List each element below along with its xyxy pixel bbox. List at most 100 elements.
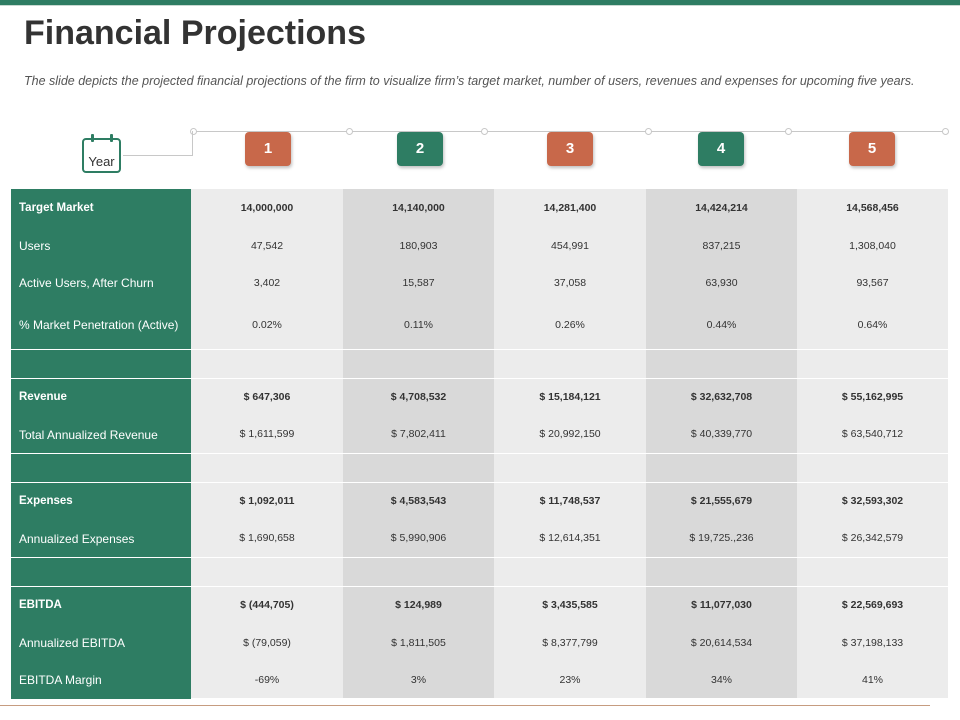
table-cell: $ 11,748,537: [494, 482, 646, 520]
table-cell: 0.44%: [646, 301, 797, 350]
row-label: Users: [11, 227, 191, 265]
page-subtitle: The slide depicts the projected financia…: [24, 74, 915, 88]
table-cell: $ 15,184,121: [494, 378, 646, 416]
table-row: % Market Penetration (Active) 0.02% 0.11% 0…: [11, 301, 948, 350]
year-badge-2: 2: [397, 132, 443, 166]
timeline-connector: [123, 155, 193, 156]
table-cell: 14,140,000: [343, 189, 494, 227]
table-cell: 41%: [797, 661, 948, 698]
table-cell: [343, 349, 494, 379]
table-cell: 63,930: [646, 264, 797, 301]
table-cell: $ 11,077,030: [646, 586, 797, 624]
timeline-dot: [942, 128, 949, 135]
table-row: [11, 349, 948, 379]
table-cell: $ 37,198,133: [797, 624, 948, 661]
row-label: Total Annualized Revenue: [11, 416, 191, 454]
table-row: Total Annualized Revenue $ 1,611,599 $ 7,8…: [11, 416, 948, 454]
row-label: % Market Penetration (Active): [11, 301, 191, 350]
timeline-connector: [192, 131, 193, 155]
table-cell: 23%: [494, 661, 646, 698]
table-cell: $ 647,306: [191, 378, 343, 416]
row-label: [11, 349, 191, 379]
table-cell: $ 55,162,995: [797, 378, 948, 416]
table-cell: [797, 349, 948, 379]
table-row: Revenue $ 647,306 $ 4,708,532 $ 15,184,121 $…: [11, 378, 948, 417]
timeline-dot: [481, 128, 488, 135]
table-cell: $ 1,092,011: [191, 482, 343, 520]
table-cell: 3%: [343, 661, 494, 698]
table-cell: 37,058: [494, 264, 646, 301]
table-cell: [646, 349, 797, 379]
row-label: Revenue: [11, 378, 191, 417]
table-cell: 1,308,040: [797, 227, 948, 264]
timeline-dot: [645, 128, 652, 135]
table-cell: [191, 557, 343, 587]
table-cell: [494, 349, 646, 379]
table-cell: 3,402: [191, 264, 343, 301]
table-cell: [343, 557, 494, 587]
table-cell: [191, 453, 343, 483]
table-cell: $ 8,377,799: [494, 624, 646, 661]
row-label: [11, 557, 191, 587]
table-cell: $ 7,802,411: [343, 416, 494, 454]
table-cell: 34%: [646, 661, 797, 698]
table-cell: $ 20,992,150: [494, 416, 646, 454]
timeline-line: [193, 131, 945, 132]
table-cell: $ 3,435,585: [494, 586, 646, 624]
table-cell: 0.11%: [343, 301, 494, 350]
row-label: EBITDA Margin: [11, 661, 191, 699]
table-cell: 15,587: [343, 264, 494, 301]
table-row: Expenses $ 1,092,011 $ 4,583,543 $ 11,748,5…: [11, 482, 948, 521]
row-label: Annualized EBITDA: [11, 624, 191, 662]
table-cell: [494, 557, 646, 587]
table-cell: $ 12,614,351: [494, 520, 646, 558]
table-cell: 0.26%: [494, 301, 646, 350]
table-cell: $ 5,990,906: [343, 520, 494, 558]
table-row: Users 47,542 180,903 454,991 837,215 1,308,04…: [11, 227, 948, 265]
table-cell: $ 21,555,679: [646, 482, 797, 520]
table-cell: $ 1,690,658: [191, 520, 343, 558]
table-cell: 14,000,000: [191, 189, 343, 227]
year-label: Year: [88, 154, 115, 169]
table-cell: 14,424,214: [646, 189, 797, 227]
timeline-dot: [190, 128, 197, 135]
table-cell: -69%: [191, 661, 343, 698]
table-cell: 837,215: [646, 227, 797, 264]
table-row: EBITDA $ (444,705) $ 124,989 $ 3,435,585 $ 1…: [11, 586, 948, 625]
year-badge-3: 3: [547, 132, 593, 166]
table-cell: $ 19,725.,236: [646, 520, 797, 558]
table-cell: [797, 453, 948, 483]
bottom-divider: [0, 705, 930, 706]
table-row: Target Market 14,000,000 14,140,000 14,281,…: [11, 189, 948, 228]
table-cell: $ 1,611,599: [191, 416, 343, 454]
table-cell: $ 40,339,770: [646, 416, 797, 454]
table-cell: 14,568,456: [797, 189, 948, 227]
table-cell: $ (444,705): [191, 586, 343, 624]
table-cell: $ 32,593,302: [797, 482, 948, 520]
financial-projections-table: Target Market 14,000,000 14,140,000 14,281,…: [11, 189, 948, 699]
table-cell: 0.64%: [797, 301, 948, 350]
table-cell: $ 4,708,532: [343, 378, 494, 416]
table-row: EBITDA Margin -69% 3% 23% 34% 41%: [11, 661, 948, 699]
top-accent-bar: [0, 0, 960, 5]
table-cell: $ 22,569,693: [797, 586, 948, 624]
year-badge-4: 4: [698, 132, 744, 166]
table-cell: [797, 557, 948, 587]
table-row: [11, 557, 948, 587]
table-cell: [343, 453, 494, 483]
timeline-dot: [346, 128, 353, 135]
table-cell: [494, 453, 646, 483]
page-title: Financial Projections: [24, 14, 366, 52]
table-cell: 454,991: [494, 227, 646, 264]
top-accent-line: [0, 5, 960, 6]
table-cell: 0.02%: [191, 301, 343, 350]
table-row: Annualized EBITDA $ (79,059) $ 1,811,505 $ …: [11, 624, 948, 662]
table-row: [11, 453, 948, 483]
table-row: Annualized Expenses $ 1,690,658 $ 5,990,90…: [11, 520, 948, 558]
row-label: Active Users, After Churn: [11, 264, 191, 302]
calendar-icon: Year: [82, 134, 121, 173]
table-cell: 180,903: [343, 227, 494, 264]
row-label: Target Market: [11, 189, 191, 228]
row-label: [11, 453, 191, 483]
row-label: EBITDA: [11, 586, 191, 625]
